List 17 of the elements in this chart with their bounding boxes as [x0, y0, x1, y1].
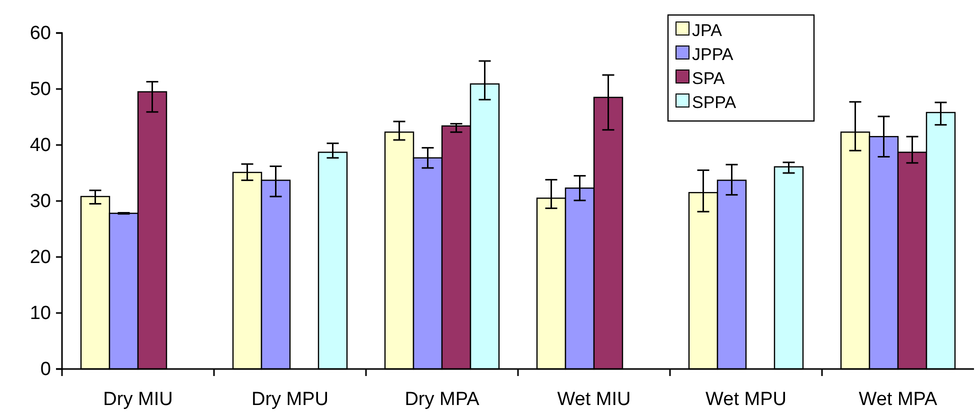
x-tick-label: Dry MIU — [103, 389, 173, 410]
y-tick-label: 30 — [30, 191, 51, 212]
y-tick-label: 10 — [30, 303, 51, 324]
legend-label: SPPA — [692, 93, 737, 112]
y-tick-label: 20 — [30, 247, 51, 268]
x-tick-label: Wet MPA — [858, 389, 938, 410]
y-tick-label: 50 — [30, 79, 51, 100]
legend-label: JPPA — [692, 45, 734, 64]
y-tick-label: 0 — [40, 359, 51, 380]
legend-label: SPA — [692, 69, 726, 88]
x-tick-label: Dry MPA — [404, 389, 480, 410]
x-tick-label: Wet MIU — [557, 389, 631, 410]
y-tick-label: 40 — [30, 135, 51, 156]
x-tick-label: Wet MPU — [706, 389, 786, 410]
x-tick-label: Dry MPU — [251, 389, 329, 410]
legend-label: JPA — [692, 21, 723, 40]
y-tick-label: 60 — [30, 23, 51, 44]
